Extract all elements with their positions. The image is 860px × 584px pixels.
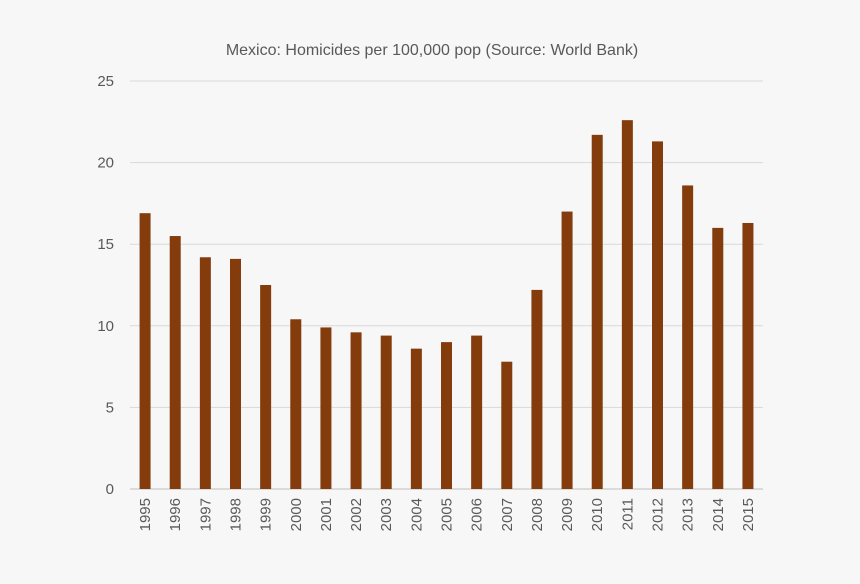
y-tick-label: 0 [106,481,114,498]
y-tick-label: 5 [106,399,114,416]
x-tick-label: 2014 [710,498,727,531]
x-tick-label: 2005 [439,498,456,531]
bar-2009 [561,211,573,489]
x-tick-label: 2006 [469,498,486,531]
bar-2004 [410,348,422,489]
bar-2013 [682,185,694,489]
x-axis-ticks: 1995 1996 1997 1998 1999 2000 2001 2002 2003 2004… [137,498,757,531]
x-tick-label: 2010 [589,498,606,531]
bar-1999 [260,285,272,489]
x-tick-label: 2000 [288,498,305,531]
x-tick-label: 1995 [137,498,154,531]
x-tick-label: 2012 [650,498,667,531]
bar-2008 [531,289,543,489]
x-tick-label: 1998 [228,498,245,531]
bar-2015 [742,222,754,489]
x-tick-label: 2002 [348,498,365,531]
bar-1997 [199,257,211,489]
x-tick-label: 2009 [559,498,576,531]
x-tick-label: 2011 [619,498,636,530]
x-tick-label: 2013 [680,498,697,531]
bar-2007 [501,361,513,489]
y-axis-ticks: 0 5 10 15 20 25 [97,73,114,498]
bar-2001 [320,327,332,489]
bar-2012 [652,141,663,489]
x-tick-label: 2008 [529,498,546,531]
x-tick-label: 1997 [197,498,214,531]
x-tick-label: 2001 [318,498,335,531]
bar-1998 [230,258,241,489]
bar-1995 [139,213,151,489]
x-tick-label: 2015 [740,498,757,531]
x-tick-label: 1996 [167,498,184,531]
chart-title: Mexico: Homicides per 100,000 pop (Sourc… [226,42,638,59]
y-tick-label: 10 [97,318,114,335]
y-tick-label: 15 [97,236,114,253]
bar-2006 [471,335,483,489]
x-tick-label: 2004 [408,498,425,531]
y-tick-label: 25 [97,73,114,90]
bar-2000 [290,319,302,489]
bar-1996 [169,236,181,489]
y-tick-label: 20 [97,155,114,172]
bar-2014 [712,227,724,489]
x-tick-label: 1999 [258,498,275,531]
bar-2010 [591,134,603,489]
bar-2005 [441,342,452,489]
bar-2002 [350,332,362,489]
bars [139,120,754,489]
x-tick-label: 2007 [499,498,516,531]
x-tick-label: 2003 [378,498,395,531]
bar-2003 [380,335,392,489]
bar-2011 [621,120,633,489]
